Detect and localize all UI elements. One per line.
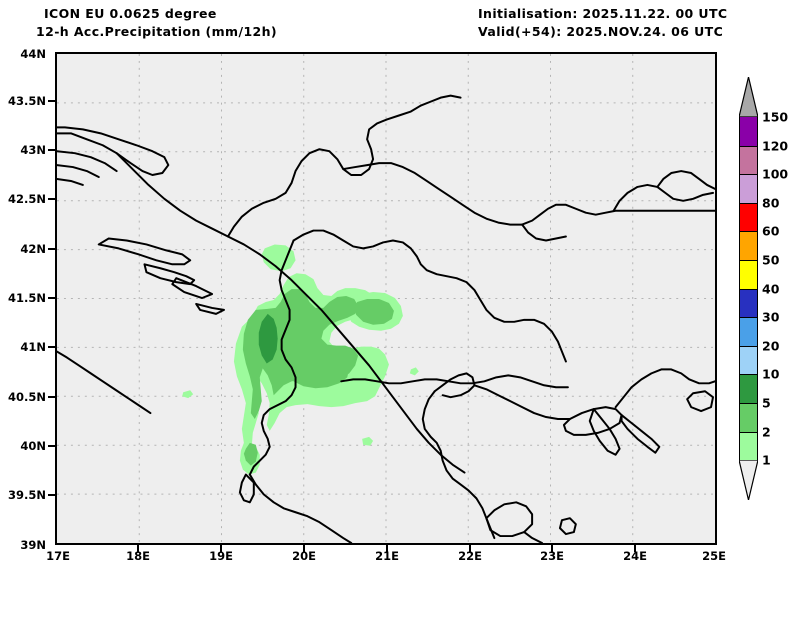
y-tick-41.5 [48, 297, 55, 299]
colorbar-label-30: 30 [762, 309, 780, 325]
x-tick-24 [634, 545, 636, 552]
y-axis-label-42.5n: 42.5N [8, 192, 46, 206]
colorbar-segment-60-80 [739, 202, 758, 232]
colorbar-label-40: 40 [762, 281, 780, 297]
valid-time: Valid(+54): 2025.NOV.24. 06 UTC [478, 24, 724, 39]
initialisation-time: Initialisation: 2025.11.22. 00 UTC [478, 6, 728, 21]
colorbar-label-5: 5 [762, 395, 771, 411]
x-axis-label-17e: 17E [46, 549, 70, 563]
colorbar-label-150: 150 [762, 109, 789, 125]
coastline-and-borders [57, 94, 715, 543]
colorbar-segment-1-2 [739, 431, 758, 461]
x-axis-label-20e: 20E [292, 549, 316, 563]
y-tick-39.5 [48, 494, 55, 496]
colorbar[interactable] [739, 117, 758, 461]
colorbar-label-100: 100 [762, 166, 789, 182]
y-axis-label-42n: 42N [20, 242, 46, 256]
y-axis-label-40n: 40N [20, 439, 46, 453]
precipitation-core-5-10mm [258, 313, 278, 364]
x-tick-20 [303, 545, 305, 552]
y-tick-41 [48, 346, 55, 348]
colorbar-label-120: 120 [762, 138, 789, 154]
colorbar-segment-100-120 [739, 145, 758, 175]
y-axis-label-40.5n: 40.5N [8, 390, 46, 404]
y-axis-label-43n: 43N [20, 143, 46, 157]
y-axis-label-44n: 44N [20, 47, 46, 61]
colorbar-segment-50-60 [739, 231, 758, 260]
y-tick-43.5 [48, 100, 55, 102]
colorbar-segment-40-50 [739, 259, 758, 289]
x-tick-19 [220, 545, 222, 552]
model-title: ICON EU 0.0625 degree [44, 6, 217, 21]
map-canvas [57, 54, 715, 543]
colorbar-segment-80-100 [739, 174, 758, 203]
colorbar-label-50: 50 [762, 252, 780, 268]
map-graphics [57, 54, 715, 543]
x-axis-label-25e: 25E [702, 549, 726, 563]
y-axis-label-39.5n: 39.5N [8, 488, 46, 502]
y-axis-label-43.5n: 43.5N [8, 94, 46, 108]
y-axis-label-41n: 41N [20, 340, 46, 354]
x-axis-label-23e: 23E [540, 549, 564, 563]
colorbar-label-60: 60 [762, 223, 780, 239]
x-axis-label-21e: 21E [375, 549, 399, 563]
y-axis-label-41.5n: 41.5N [8, 291, 46, 305]
colorbar-label-10: 10 [762, 366, 780, 382]
colorbar-segment-2-5 [739, 402, 758, 432]
x-tick-23 [551, 545, 553, 552]
x-axis-label-18e: 18E [126, 549, 150, 563]
x-axis-label-24e: 24E [623, 549, 647, 563]
x-tick-22 [469, 545, 471, 552]
colorbar-segment-20-30 [739, 317, 758, 346]
field-title: 12-h Acc.Precipitation (mm/12h) [36, 24, 278, 39]
colorbar-segment-120-150 [739, 117, 758, 146]
colorbar-segment-5-10 [739, 374, 758, 403]
colorbar-label-1: 1 [762, 452, 771, 468]
colorbar-top-arrow-icon [739, 77, 758, 117]
colorbar-bottom-arrow-icon [739, 460, 758, 501]
x-axis-label-22e: 22E [458, 549, 482, 563]
y-tick-42 [48, 248, 55, 250]
y-axis-label-39n: 39N [20, 538, 46, 552]
x-tick-18 [137, 545, 139, 552]
x-axis-label-19e: 19E [209, 549, 233, 563]
y-tick-43 [48, 149, 55, 151]
colorbar-segment-10-20 [739, 345, 758, 375]
colorbar-label-80: 80 [762, 195, 780, 211]
y-tick-42.5 [48, 198, 55, 200]
colorbar-segment-30-40 [739, 288, 758, 318]
y-tick-40.5 [48, 396, 55, 398]
x-tick-21 [386, 545, 388, 552]
colorbar-label-20: 20 [762, 338, 780, 354]
colorbar-label-2: 2 [762, 424, 771, 440]
map-plot-area [55, 52, 717, 545]
y-tick-40 [48, 445, 55, 447]
